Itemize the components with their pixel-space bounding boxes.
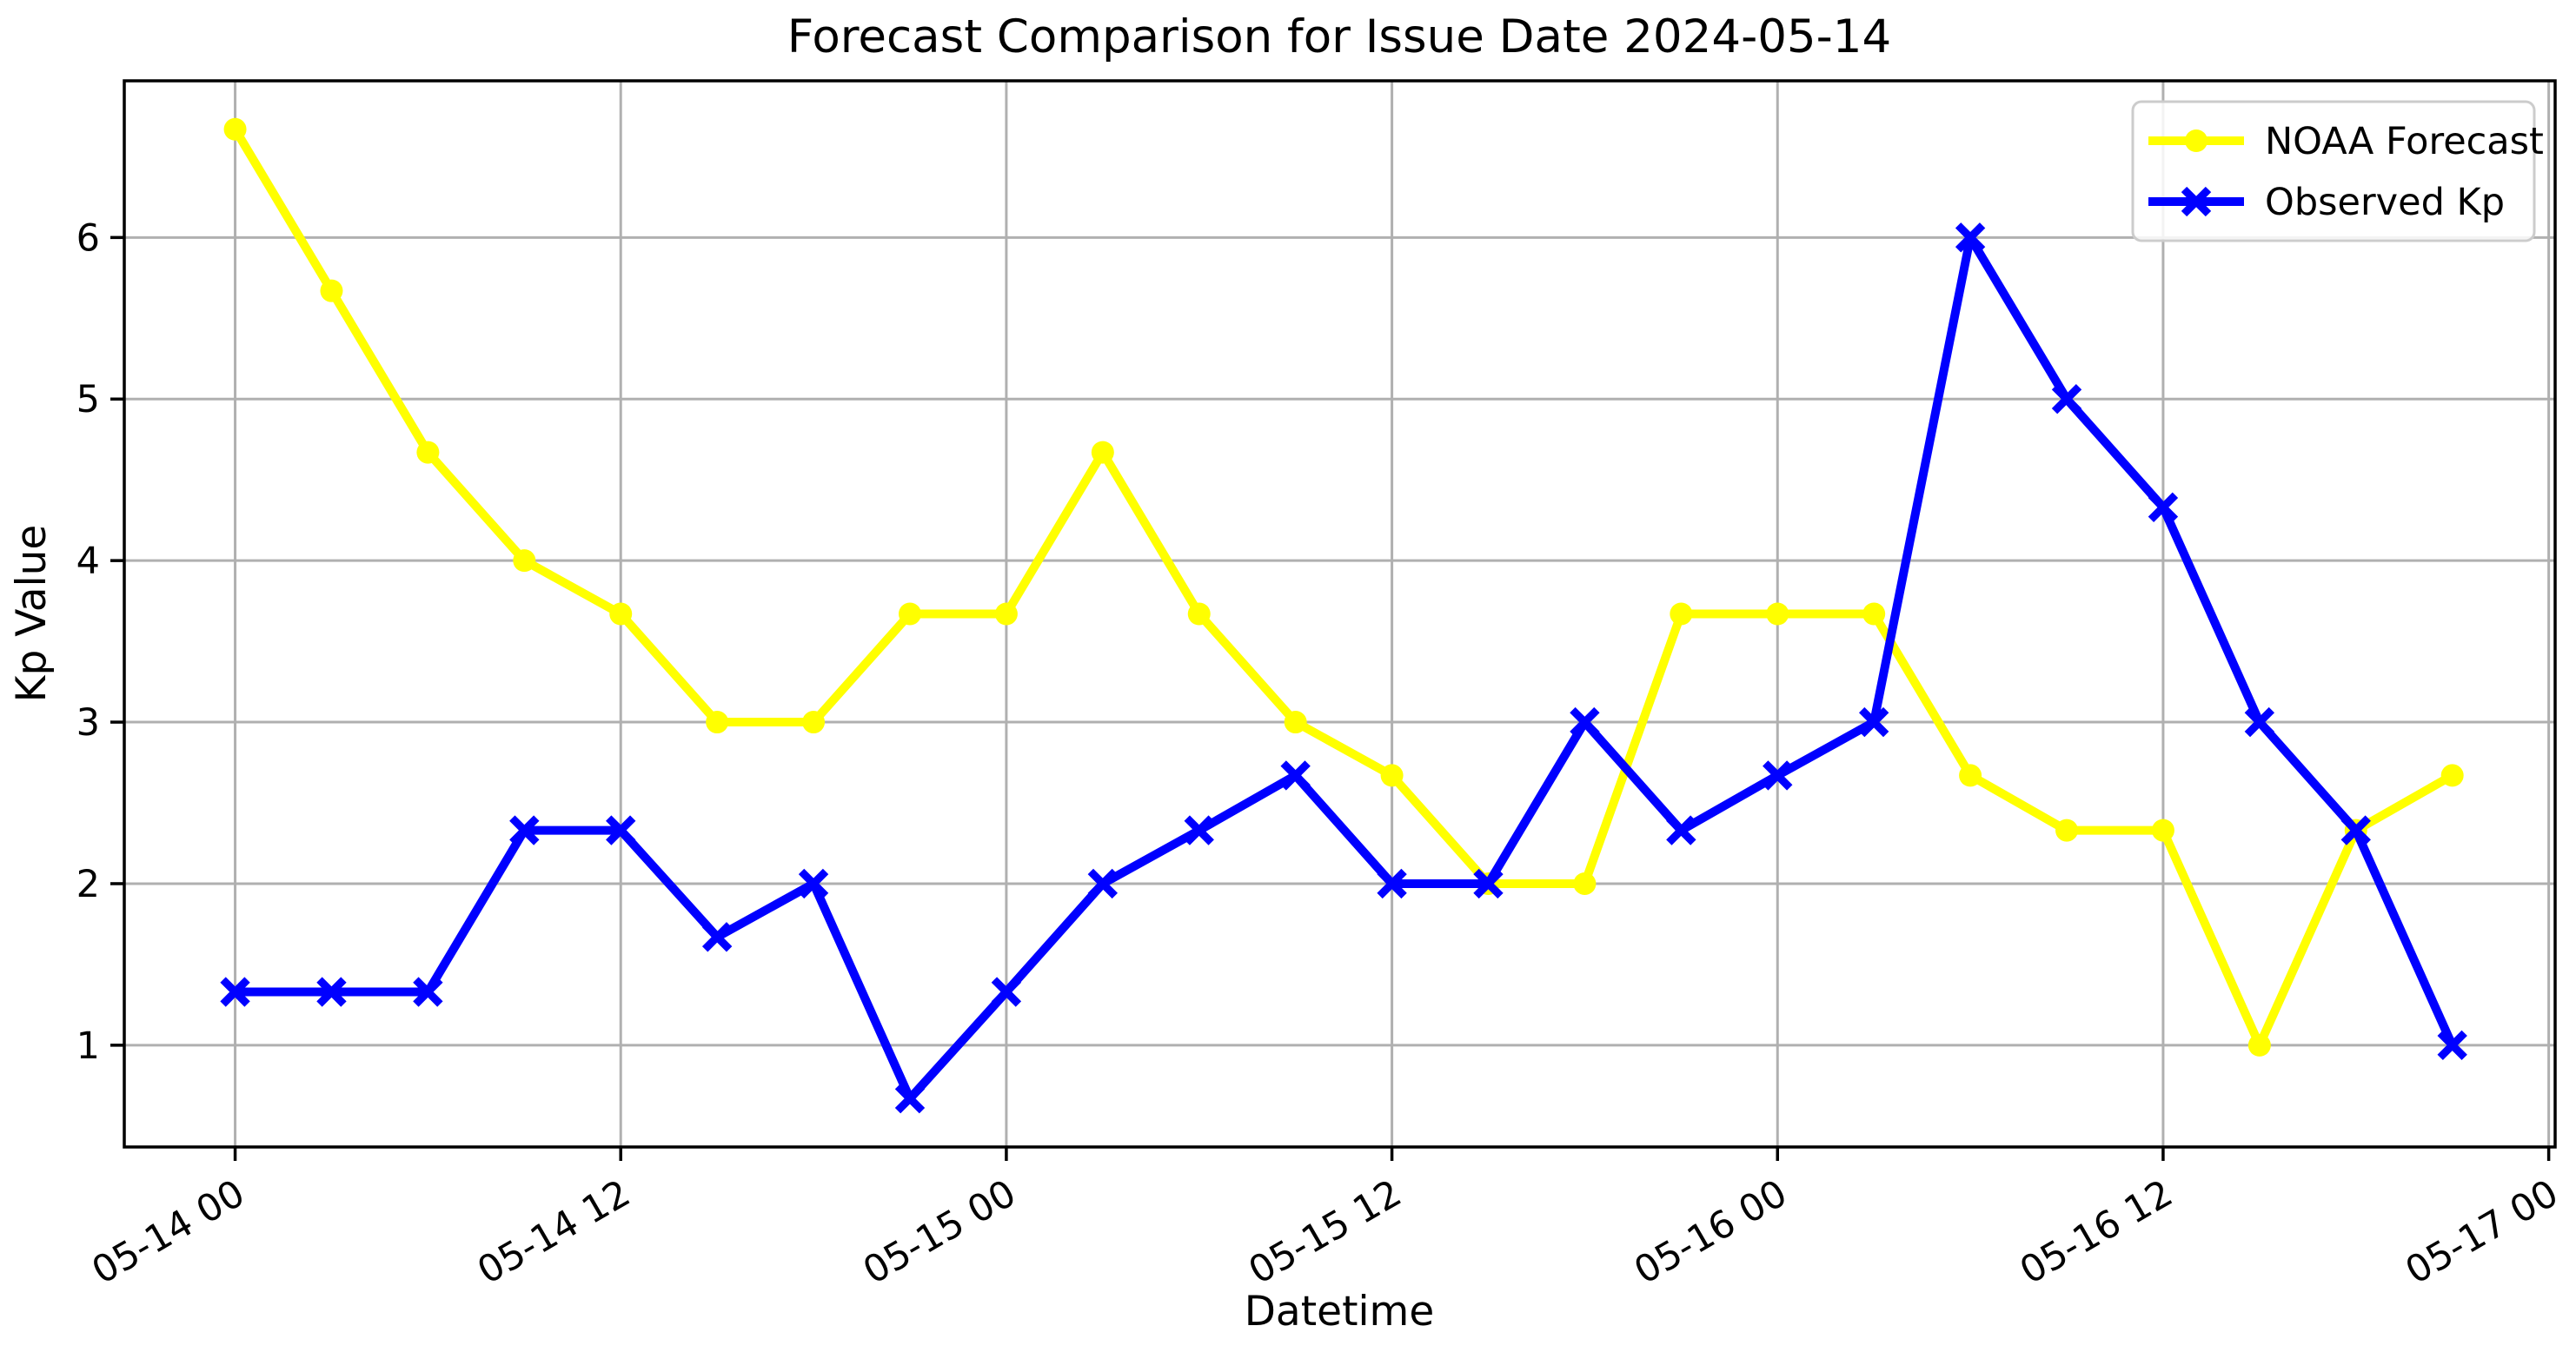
series-marker-x bbox=[2340, 815, 2371, 845]
x-axis-label: Datetime bbox=[1245, 1288, 1435, 1336]
series-marker-circle bbox=[2151, 819, 2174, 842]
series-layer bbox=[220, 117, 2467, 1114]
series-marker-circle bbox=[320, 279, 343, 302]
series-marker-x bbox=[1087, 868, 1119, 899]
series-marker-x bbox=[701, 922, 733, 952]
series-line-noaa-forecast bbox=[230, 124, 2457, 1050]
axes-layer bbox=[110, 79, 2557, 1161]
legend-circle-marker-icon bbox=[2185, 129, 2208, 152]
tick-label-layer: 05-14 00 05-14 12 05-15 00 05-15 12 05-16 00… bbox=[76, 216, 2566, 1293]
legend-label-noaa: NOAA Forecast bbox=[2265, 120, 2544, 163]
series-marker-circle bbox=[2440, 764, 2464, 787]
legend-x-marker-icon bbox=[2181, 186, 2212, 217]
series-marker-x bbox=[316, 977, 347, 1007]
x-tick-label: 05-15 00 bbox=[856, 1171, 1023, 1293]
series-marker-x bbox=[509, 815, 540, 845]
series-marker-circle bbox=[802, 711, 826, 734]
series-marker-x bbox=[2051, 384, 2082, 414]
x-tick-label: 05-14 12 bbox=[470, 1171, 637, 1293]
series-marker-circle bbox=[223, 117, 247, 141]
series-marker-circle bbox=[1284, 711, 1307, 734]
series-marker-circle bbox=[1766, 602, 1789, 626]
series-marker-x bbox=[798, 868, 829, 899]
series-marker-x bbox=[220, 977, 250, 1007]
series-marker-x bbox=[991, 977, 1022, 1007]
legend-item-observed-kp: Observed Kp bbox=[2148, 181, 2505, 224]
x-tick-label: 05-16 00 bbox=[1627, 1171, 1794, 1293]
legend-label-observed: Observed Kp bbox=[2265, 181, 2505, 224]
series-marker-circle bbox=[994, 602, 1018, 626]
series-marker-circle bbox=[1862, 602, 1886, 626]
series-marker-x bbox=[1666, 815, 1696, 845]
series-marker-x bbox=[606, 815, 636, 845]
series-marker-circle bbox=[1091, 441, 1114, 464]
y-tick-label: 5 bbox=[76, 378, 100, 421]
legend: NOAA Forecast Observed Kp bbox=[2131, 100, 2544, 242]
series-marker-circle bbox=[513, 549, 536, 573]
chart-title: Forecast Comparison for Issue Date 2024-… bbox=[787, 10, 1891, 63]
series-marker-x bbox=[1377, 868, 1407, 899]
series-marker-circle bbox=[2247, 1033, 2271, 1057]
y-tick-label: 6 bbox=[76, 216, 100, 260]
y-axis-label: Kp Value bbox=[8, 525, 56, 703]
x-tick-label: 05-16 12 bbox=[2013, 1171, 2180, 1293]
y-tick-label: 3 bbox=[76, 701, 100, 745]
series-marker-circle bbox=[1380, 764, 1404, 787]
series-marker-x bbox=[1184, 815, 1214, 845]
series-marker-circle bbox=[416, 441, 440, 464]
series-marker-circle bbox=[2055, 819, 2079, 842]
series-marker-x bbox=[1473, 868, 1504, 899]
series-marker-x bbox=[1858, 706, 1889, 738]
series-line-observed-kp bbox=[230, 233, 2457, 1104]
series-marker-circle bbox=[898, 602, 921, 626]
series-marker-x bbox=[2437, 1030, 2467, 1061]
series-marker-circle bbox=[1959, 764, 1982, 787]
plot-spines bbox=[123, 79, 2557, 1149]
y-tick-label: 1 bbox=[76, 1024, 100, 1068]
series-marker-x bbox=[894, 1084, 926, 1114]
series-marker-circle bbox=[1187, 602, 1211, 626]
series-marker-circle bbox=[1670, 602, 1693, 626]
series-marker-circle bbox=[1573, 872, 1597, 895]
x-tick-label: 05-17 00 bbox=[2399, 1171, 2566, 1293]
y-tick-label: 2 bbox=[76, 863, 100, 906]
series-marker-x bbox=[1763, 760, 1793, 791]
series-marker-circle bbox=[609, 602, 633, 626]
series-marker-x bbox=[413, 977, 443, 1007]
series-marker-x bbox=[2244, 706, 2275, 738]
x-tick-label: 05-15 12 bbox=[1242, 1171, 1409, 1293]
series-marker-x bbox=[1280, 760, 1311, 791]
series-marker-x bbox=[1955, 222, 1986, 253]
series-marker-circle bbox=[706, 711, 729, 734]
series-marker-x bbox=[1570, 706, 1600, 738]
y-tick-label: 4 bbox=[76, 540, 100, 583]
x-tick-label: 05-14 00 bbox=[85, 1171, 252, 1293]
series-marker-x bbox=[2148, 492, 2179, 522]
legend-item-noaa-forecast: NOAA Forecast bbox=[2148, 120, 2544, 163]
